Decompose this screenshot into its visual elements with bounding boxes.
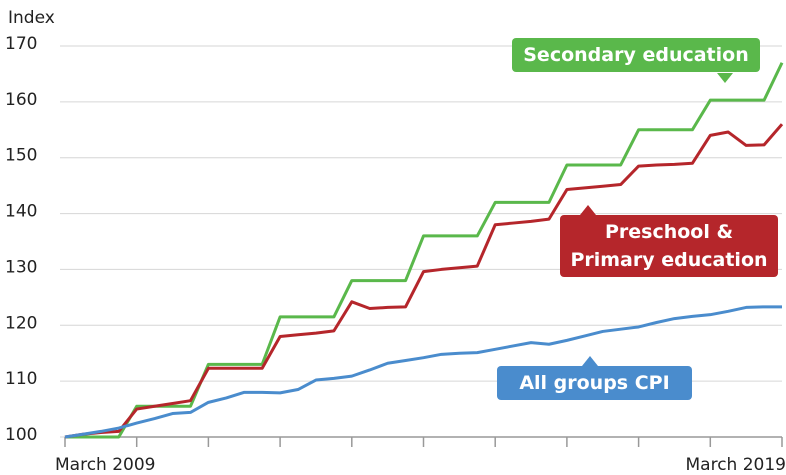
y-tick-label: 120: [5, 313, 37, 333]
y-tick-label: 150: [5, 146, 37, 166]
label-pointer: [717, 73, 733, 83]
series-line: [64, 305, 782, 439]
x-tick-label: March 2009: [55, 455, 156, 475]
y-tick-label: 130: [5, 257, 37, 277]
series-label: Secondary education: [512, 38, 760, 72]
y-axis-label: Index: [8, 8, 55, 28]
x-tick-label: March 2019: [686, 455, 786, 475]
y-tick-label: 160: [5, 90, 37, 110]
series-line: [64, 123, 784, 439]
y-tick-label: 100: [5, 425, 37, 445]
y-tick-label: 170: [5, 34, 37, 54]
label-pointer: [582, 356, 598, 366]
y-tick-label: 140: [5, 202, 37, 222]
label-pointer: [580, 205, 596, 215]
series-line: [65, 62, 784, 439]
series-label: All groups CPI: [497, 366, 692, 400]
series-label: Preschool & Primary education: [560, 215, 778, 277]
y-tick-label: 110: [5, 369, 37, 389]
